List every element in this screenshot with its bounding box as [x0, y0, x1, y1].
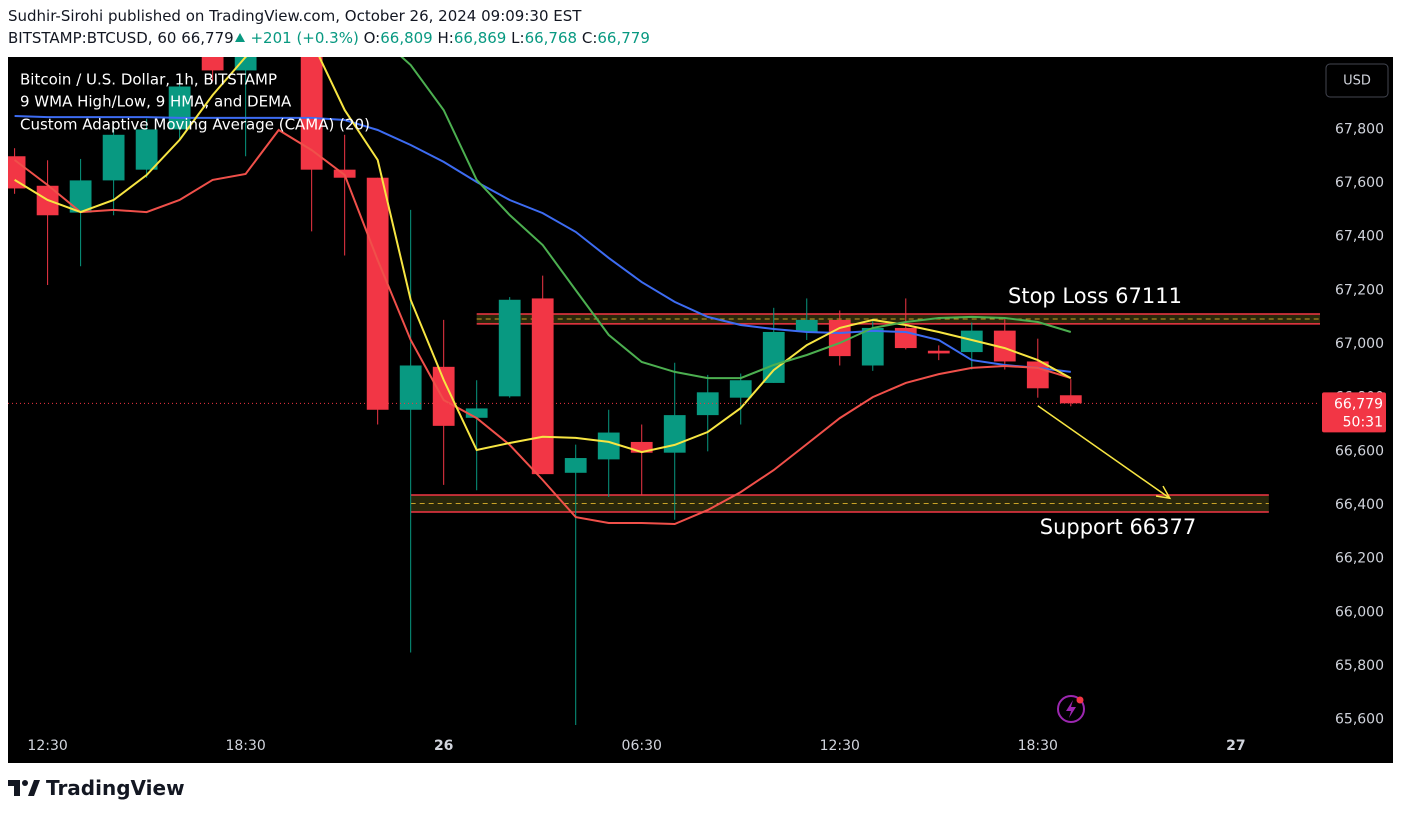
x-tick-label: 26 — [434, 738, 453, 754]
candle-body — [465, 408, 488, 418]
candle-body — [498, 299, 521, 397]
candle-body — [729, 380, 752, 398]
zone — [476, 313, 1320, 324]
candle-body — [828, 319, 851, 357]
y-tick-label: 66,600 — [1335, 443, 1384, 459]
zone-label: Stop Loss 67111 — [1008, 284, 1182, 308]
currency-button[interactable] — [1325, 63, 1389, 98]
ohlc-key: H: — [437, 29, 454, 47]
candle-body — [366, 177, 389, 410]
x-tick-label: 12:30 — [27, 738, 67, 754]
candle-body — [861, 327, 884, 366]
ohlc-value: 66,779 — [597, 29, 650, 47]
zone-label: Support 66377 — [1040, 515, 1197, 539]
brand: TradingView — [46, 776, 185, 800]
candle-body — [69, 180, 92, 213]
up-arrow — [234, 33, 245, 42]
candle-body — [960, 330, 983, 353]
y-tick-label: 67,200 — [1335, 282, 1384, 298]
last-price-box — [1322, 392, 1386, 433]
publisher-line: Sudhir-Sirohi published on TradingView.c… — [8, 7, 582, 25]
alert-dot — [1076, 696, 1084, 704]
logo — [8, 780, 40, 796]
arrow — [1037, 405, 1171, 499]
candle-body — [333, 169, 356, 178]
alert-icon[interactable] — [1057, 695, 1085, 723]
candle-body — [102, 134, 125, 181]
indicator-line — [13, 128, 1072, 526]
ohlc-key: L: — [511, 29, 525, 47]
countdown: 50:31 — [1343, 414, 1383, 430]
alert-bolt — [1066, 700, 1076, 718]
x-tick-label: 06:30 — [622, 738, 662, 754]
legend-line: Custom Adaptive Moving Average (CAMA) (2… — [20, 116, 370, 134]
candle-body — [927, 350, 950, 354]
candle-body — [597, 432, 620, 460]
legend-line: Bitcoin / U.S. Dollar, 1h, BITSTAMP — [20, 71, 277, 89]
candle-body — [201, 57, 224, 71]
footer: TradingView — [8, 776, 185, 800]
ohlc-value: 66,809 — [380, 29, 433, 47]
candle-body — [234, 57, 257, 71]
axes: 65,60065,80066,00066,20066,40066,60066,8… — [27, 121, 1384, 754]
y-tick-label: 66,400 — [1335, 497, 1384, 513]
change: +201 (+0.3%) — [250, 29, 359, 47]
price: 66,779 — [181, 29, 234, 47]
zone — [410, 495, 1269, 512]
candle-body — [300, 57, 323, 170]
x-tick-label: 12:30 — [820, 738, 860, 754]
x-tick-label: 18:30 — [1018, 738, 1058, 754]
symbol: BITSTAMP:BTCUSD, 60 — [8, 29, 177, 47]
candle-body — [564, 458, 587, 473]
legend-line: 9 WMA High/Low, 9 HMA, and DEMA — [20, 93, 292, 111]
candle-body — [993, 330, 1016, 362]
ohlc-key: O: — [363, 29, 381, 47]
y-tick-label: 67,400 — [1335, 229, 1384, 245]
plot-area — [8, 57, 1320, 725]
y-tick-label: 67,600 — [1335, 175, 1384, 191]
y-tick-label: 65,600 — [1335, 712, 1384, 728]
candle-body — [762, 331, 785, 383]
indicator-line — [400, 57, 1072, 380]
candle-body — [1026, 361, 1049, 389]
candle-body — [135, 129, 158, 170]
candle-body — [795, 319, 818, 332]
y-tick-label: 67,800 — [1335, 121, 1384, 137]
candle-body — [432, 366, 455, 426]
candle-body — [630, 441, 653, 453]
x-tick-label: 18:30 — [225, 738, 265, 754]
chart: 65,60065,80066,00066,20066,40066,60066,8… — [8, 57, 1393, 763]
candle-body — [696, 392, 719, 416]
symbol-line: BITSTAMP:BTCUSD, 60 66,779 +201 (+0.3%) … — [8, 29, 650, 47]
ohlc-value: 66,869 — [453, 29, 507, 47]
y-tick-label: 65,800 — [1335, 658, 1384, 674]
arrow-head — [1155, 485, 1172, 500]
ohlc-value: 66,768 — [524, 29, 578, 47]
candle-body — [399, 365, 422, 410]
candle-body — [531, 298, 554, 475]
candle-body — [1059, 395, 1082, 404]
indicator-line — [14, 115, 1071, 373]
x-tick-label: 27 — [1226, 738, 1245, 754]
last-price-label: 66,779 — [1334, 396, 1383, 412]
ohlc-key: C: — [581, 29, 598, 47]
y-tick-label: 66,000 — [1335, 604, 1384, 620]
currency: USD — [1343, 74, 1371, 89]
y-tick-label: 66,200 — [1335, 551, 1384, 567]
y-tick-label: 67,000 — [1335, 336, 1384, 352]
